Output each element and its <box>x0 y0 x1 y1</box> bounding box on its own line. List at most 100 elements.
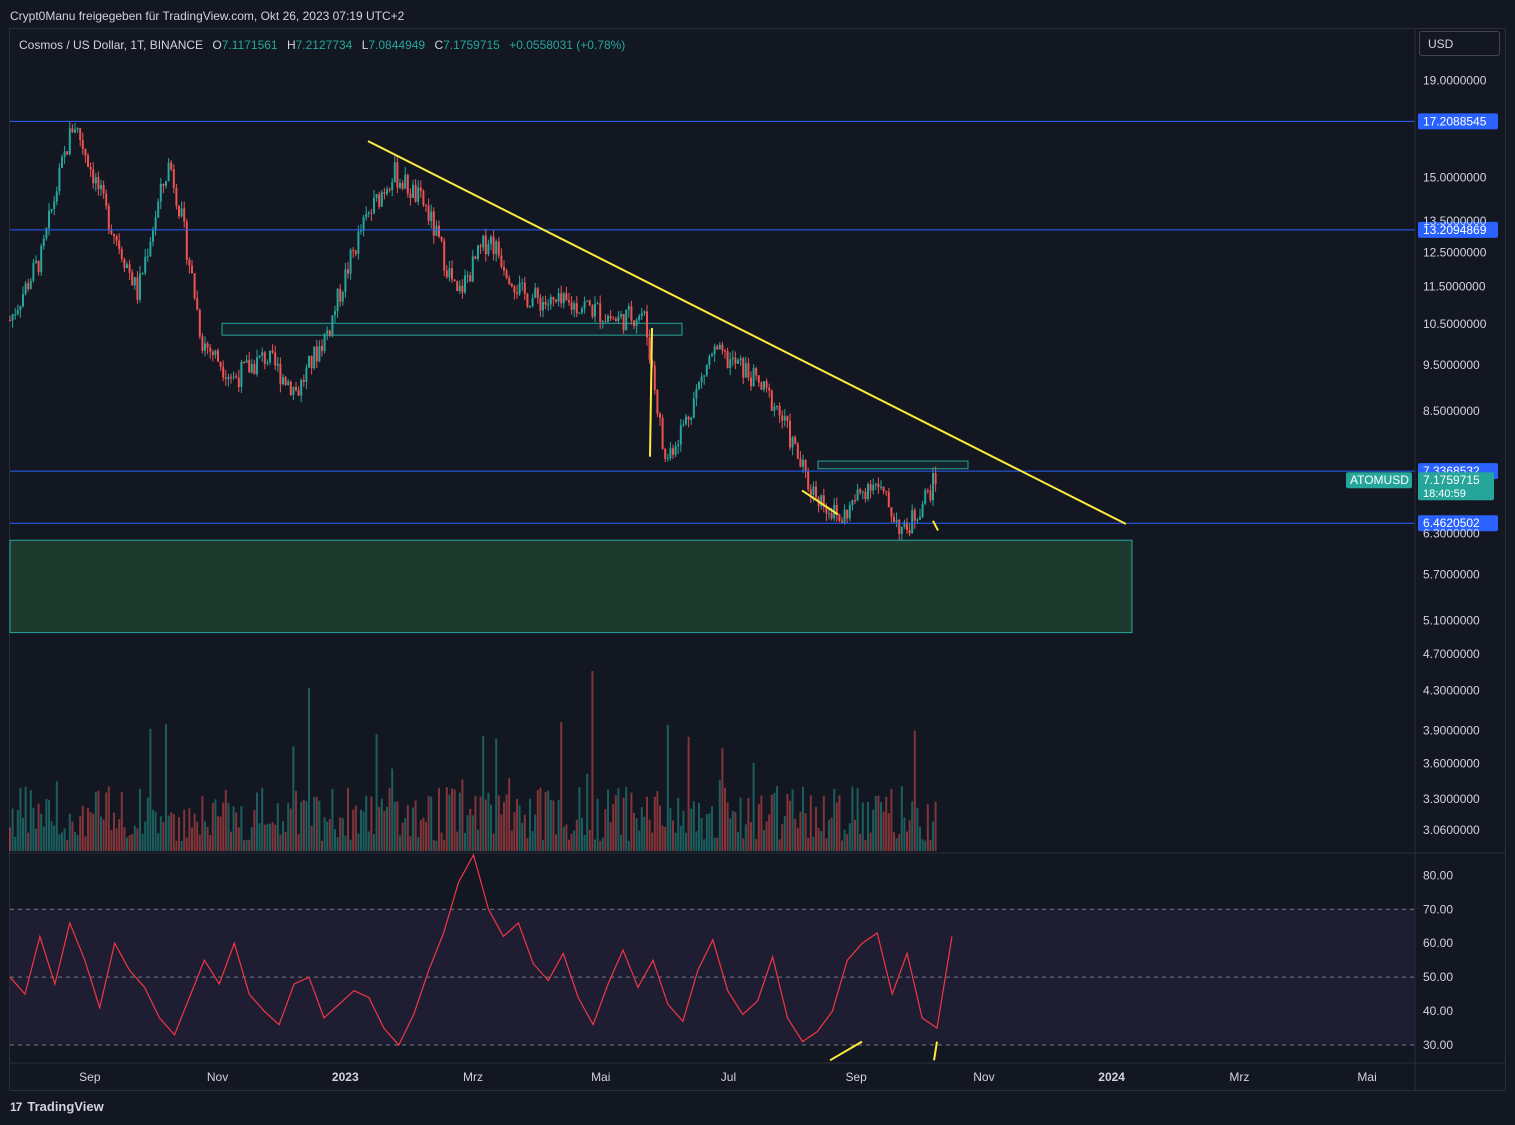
candle-body <box>880 486 882 488</box>
candle-body <box>929 490 932 501</box>
candle-body <box>614 318 617 322</box>
descending-trendline[interactable] <box>367 140 1127 525</box>
volume-bar <box>516 798 518 851</box>
volume-bar <box>651 832 654 851</box>
volume-bar <box>635 818 638 851</box>
divergence-line[interactable] <box>801 489 839 516</box>
volume-bar <box>76 835 79 851</box>
volume-bar <box>921 839 924 851</box>
volume-bar <box>752 762 755 851</box>
volume-bar <box>843 829 846 851</box>
candle-body <box>115 236 118 241</box>
volume-bar <box>872 809 875 851</box>
candle-body <box>245 360 248 363</box>
candle-body <box>321 345 323 351</box>
volume-bar <box>165 724 167 851</box>
volume-bar <box>596 798 599 851</box>
volume-bar <box>578 787 581 851</box>
volume-bar <box>388 788 391 851</box>
candle-body <box>399 182 401 188</box>
candle-body <box>687 416 690 420</box>
rsi-bottom-marker[interactable] <box>933 1041 938 1061</box>
support-zone[interactable] <box>817 460 969 470</box>
candle-body <box>456 281 459 292</box>
volume-bar <box>240 806 243 851</box>
high-label: H <box>286 38 296 52</box>
candle-body <box>365 213 368 218</box>
candle-body <box>633 320 635 326</box>
candle-body <box>107 205 110 231</box>
candle-body <box>861 491 864 493</box>
tradingview-footer[interactable]: 17 TradingView <box>10 1099 104 1114</box>
volume-bar <box>471 815 474 851</box>
drop-marker-line[interactable] <box>649 327 653 457</box>
bottom-marker-line[interactable] <box>932 520 939 531</box>
volume-bar <box>118 819 121 851</box>
candle-body <box>253 364 256 375</box>
volume-bar <box>430 796 433 851</box>
volume-bar <box>175 840 178 851</box>
candle-body <box>542 302 544 311</box>
tradingview-logo-icon: 17 <box>10 1099 22 1114</box>
candle-body <box>53 201 56 210</box>
volume-bar <box>11 808 14 851</box>
rsi-divergence-line[interactable] <box>829 1040 863 1062</box>
volume-bar <box>217 816 219 851</box>
candle-body <box>217 350 219 362</box>
volume-bar <box>495 738 498 851</box>
volume-bar <box>53 825 56 851</box>
volume-bar <box>305 801 308 851</box>
ohlc-legend: Cosmos / US Dollar, 1T, BINANCE O7.11715… <box>19 38 625 52</box>
candle-body <box>513 286 516 293</box>
volume-bar <box>674 832 677 851</box>
volume-bar <box>854 819 856 851</box>
open-value: 7.1171561 <box>221 38 278 52</box>
symbol-title[interactable]: Cosmos / US Dollar, 1T, BINANCE <box>19 38 204 52</box>
volume-bar <box>913 730 916 851</box>
volume-bar <box>417 837 420 851</box>
candle-body <box>250 364 253 373</box>
candle-body <box>102 185 105 194</box>
volume-bar <box>755 839 758 851</box>
candle-body <box>578 312 581 314</box>
volume-bar <box>505 794 508 851</box>
volume-bar <box>560 722 563 851</box>
volume-bar <box>282 821 284 851</box>
candle-body <box>94 177 97 184</box>
volume-bar <box>79 816 82 851</box>
candle-body <box>209 347 212 352</box>
volume-bar <box>664 826 667 851</box>
volume-bar <box>461 779 464 851</box>
currency-selector[interactable]: USD <box>1419 31 1500 56</box>
candle-body <box>544 302 547 305</box>
volume-bar <box>406 804 409 851</box>
candle-body <box>622 314 625 331</box>
candle-body <box>734 357 737 364</box>
support-zone[interactable] <box>9 539 1133 634</box>
volume-bar <box>105 792 108 851</box>
time-axis-tick-label: Sep <box>79 1070 101 1084</box>
volume-bar <box>497 795 500 851</box>
volume-bar <box>126 837 128 851</box>
candle-body <box>230 376 232 378</box>
volume-bar <box>783 815 786 851</box>
volume-bar <box>724 787 726 851</box>
volume-bar <box>107 786 110 851</box>
support-zone[interactable] <box>221 322 683 336</box>
candle-body <box>765 381 768 388</box>
volume-bar <box>812 836 815 851</box>
candle-body <box>313 346 316 369</box>
rsi-line[interactable] <box>9 853 953 1047</box>
candle-body <box>159 183 162 202</box>
candle-body <box>477 245 479 259</box>
candle-body <box>63 151 66 157</box>
candle-body <box>575 303 578 314</box>
candle-body <box>440 236 443 241</box>
time-axis-tick-label: 2023 <box>332 1070 359 1084</box>
volume-bar <box>50 821 53 851</box>
rsi-axis-tick-label: 80.00 <box>1423 868 1453 882</box>
candle-body <box>495 241 498 255</box>
candle-body <box>770 390 773 411</box>
candle-body <box>526 293 529 307</box>
